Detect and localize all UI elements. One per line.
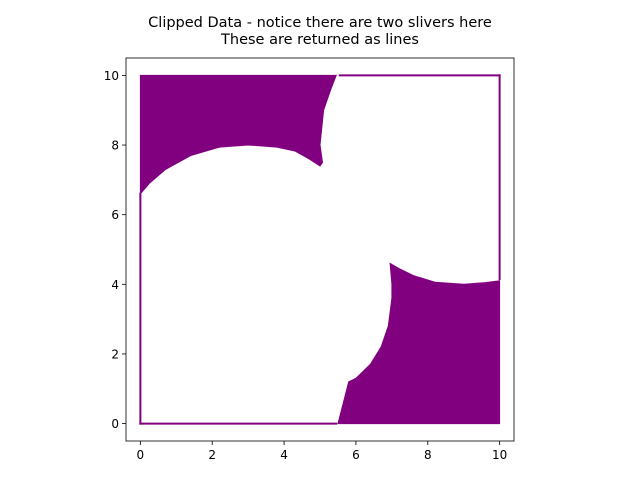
y-tick-label: 2	[111, 347, 119, 361]
axes-frame	[125, 57, 515, 442]
x-tick-label: 10	[492, 448, 507, 462]
filled-region-upper-left	[139, 74, 337, 196]
axes: 0 2 4 6 8 10 0 2 4 6 8 10	[104, 57, 515, 462]
x-tick-label: 4	[280, 448, 288, 462]
x-tick-label: 6	[352, 448, 360, 462]
plot-area	[139, 74, 501, 425]
y-tick-label: 10	[104, 69, 119, 83]
x-tick-label: 8	[424, 448, 432, 462]
y-tick-label: 8	[111, 139, 119, 153]
chart-title-line-2: These are returned as lines	[220, 32, 419, 48]
x-tick-label: 2	[208, 448, 216, 462]
y-tick-label: 0	[111, 417, 119, 431]
chart-title-line-1: Clipped Data - notice there are two sliv…	[148, 15, 492, 31]
x-tick-label: 0	[137, 448, 145, 462]
filled-region-lower-right	[337, 262, 501, 425]
y-tick-label: 6	[111, 208, 119, 222]
y-tick-label: 4	[111, 278, 119, 292]
